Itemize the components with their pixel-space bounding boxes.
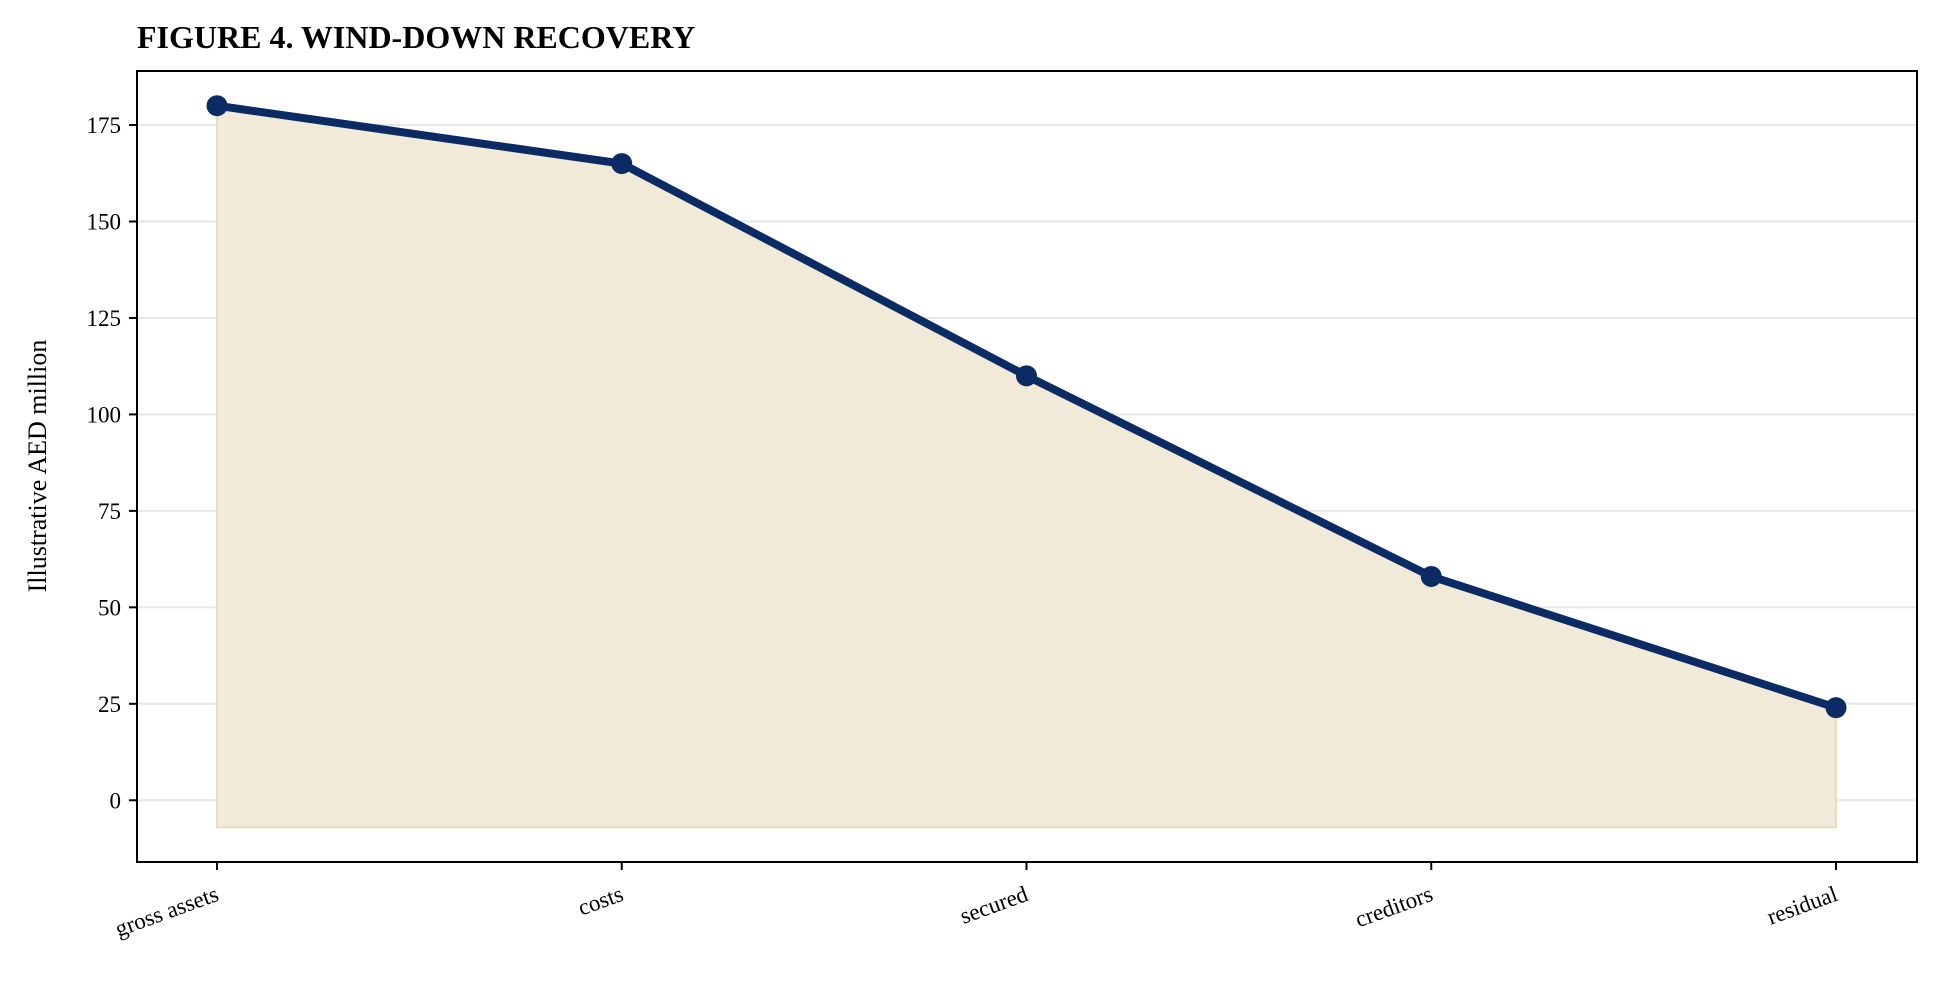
- y-tick-label: 25: [98, 692, 121, 717]
- x-tick-label: creditors: [1352, 881, 1436, 932]
- y-tick-label: 100: [87, 402, 122, 427]
- y-tick-label: 175: [87, 113, 122, 138]
- data-point-5: [1825, 697, 1847, 719]
- data-point-4: [1420, 565, 1442, 587]
- area-fill-layer: [216, 104, 1837, 829]
- x-axis-ticks: gross assets costs secured creditors residua…: [112, 862, 1841, 942]
- y-axis-label: Illustrative AED million: [23, 340, 52, 593]
- chart-title: FIGURE 4. WIND-DOWN RECOVERY: [137, 19, 695, 55]
- y-tick-label: 75: [98, 499, 121, 524]
- y-axis-ticks: 0 25 50 75 100 125 150 175: [87, 113, 137, 813]
- data-point-2: [611, 153, 633, 175]
- area-fill: [216, 104, 1837, 829]
- data-point-1: [206, 95, 228, 117]
- x-tick-label: residual: [1764, 881, 1841, 929]
- y-tick-label: 0: [110, 788, 122, 813]
- data-point-3: [1016, 365, 1037, 387]
- data-points: [206, 95, 1847, 719]
- x-tick-label: secured: [957, 881, 1032, 929]
- x-tick-label: gross assets: [112, 881, 222, 941]
- x-tick-label: costs: [575, 881, 627, 920]
- y-tick-label: 125: [87, 306, 122, 331]
- y-tick-label: 50: [98, 595, 121, 620]
- y-tick-label: 150: [87, 209, 122, 234]
